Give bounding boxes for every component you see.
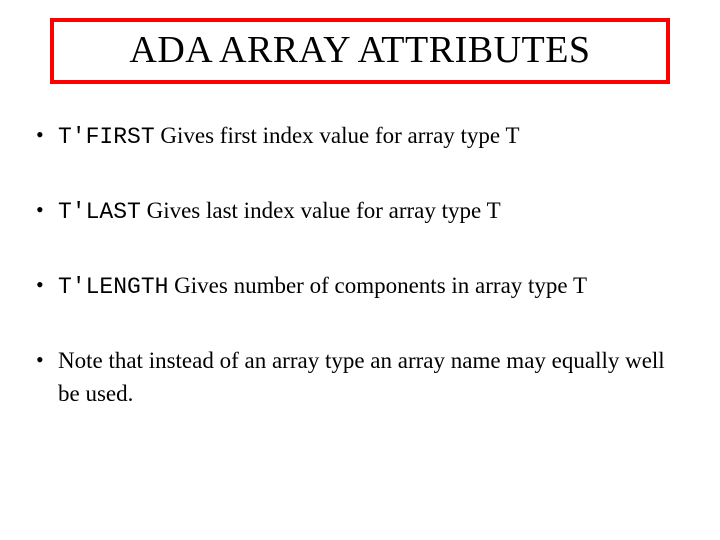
item-text: Gives last index value for array type T	[141, 198, 501, 223]
page-title: ADA ARRAY ATTRIBUTES	[64, 28, 656, 72]
code-literal: T'LENGTH	[58, 274, 168, 300]
list-item: T'LAST Gives last index value for array …	[34, 195, 690, 228]
item-text: Gives number of components in array type…	[168, 273, 587, 298]
item-text: Note that instead of an array type an ar…	[58, 348, 665, 406]
code-literal: T'LAST	[58, 199, 141, 225]
bullet-list: T'FIRST Gives first index value for arra…	[30, 120, 690, 409]
list-item: T'LENGTH Gives number of components in a…	[34, 270, 690, 303]
list-item: Note that instead of an array type an ar…	[34, 345, 690, 409]
title-box: ADA ARRAY ATTRIBUTES	[50, 18, 670, 84]
code-literal: T'FIRST	[58, 124, 155, 150]
list-item: T'FIRST Gives first index value for arra…	[34, 120, 690, 153]
item-text: Gives first index value for array type T	[155, 123, 520, 148]
